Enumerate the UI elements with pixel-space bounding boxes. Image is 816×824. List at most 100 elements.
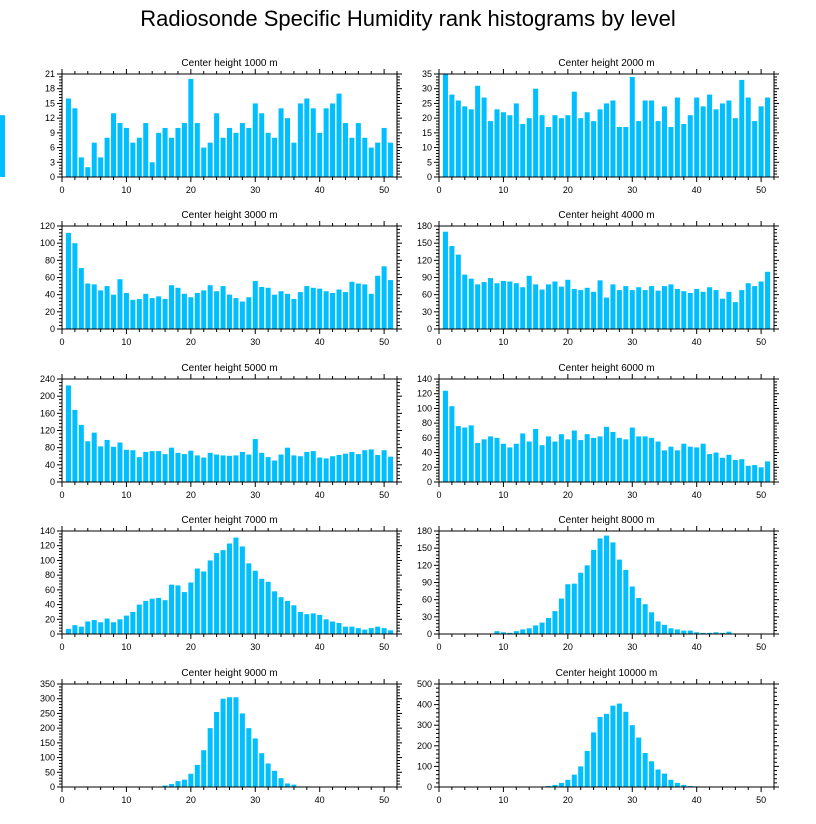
y-tick-label: 350 [40, 679, 55, 689]
histogram-bar [355, 283, 361, 329]
histogram-bar [226, 127, 233, 177]
histogram-bar [188, 297, 194, 329]
histogram-bar [388, 456, 394, 482]
y-tick-label: 6 [50, 143, 55, 153]
histogram-bar [713, 452, 719, 482]
histogram-bar [98, 446, 104, 482]
histogram-bar [520, 629, 526, 634]
histogram-bar [687, 630, 693, 634]
histogram-bar [739, 459, 745, 482]
histogram-bar [546, 126, 552, 177]
histogram-bar [500, 632, 506, 634]
histogram-bar [149, 298, 155, 329]
histogram-bar [552, 281, 558, 329]
histogram-bar [226, 697, 233, 787]
histogram-bar [330, 456, 336, 482]
histogram-bar [494, 631, 500, 634]
histogram-bar [388, 630, 394, 634]
histogram-bar [681, 630, 687, 634]
histogram-bar [349, 451, 355, 482]
panel: Center height 4000 m 0 10 20 30 40 50 0 30 60 90 12… [417, 210, 779, 347]
histogram-bar [546, 284, 552, 329]
histogram-bar [507, 115, 513, 177]
histogram-bar [629, 427, 635, 482]
histogram-bar [246, 563, 252, 634]
histogram-bar [156, 451, 162, 482]
histogram-bar [719, 632, 725, 634]
histogram-bar [342, 292, 348, 329]
histogram-bar [323, 291, 329, 329]
x-tick-label: 0 [59, 795, 64, 805]
histogram-bar [591, 732, 597, 787]
histogram-bar [752, 286, 758, 329]
panel: Center height 6000 m 0 10 20 30 40 50 0 20 40 60 80… [417, 363, 779, 500]
histogram-bar [156, 132, 162, 177]
histogram-bar [278, 778, 284, 787]
histogram-bar [162, 454, 168, 482]
histogram-bar [500, 443, 506, 482]
y-tick-label: 0 [427, 324, 432, 334]
histogram-bar [149, 598, 155, 634]
y-tick-label: 140 [417, 374, 432, 384]
histogram-bar [136, 298, 142, 329]
histogram-bar [565, 115, 571, 177]
histogram-bar [291, 298, 297, 329]
histogram-bar [732, 459, 738, 482]
histogram-bar [201, 290, 207, 330]
histogram-bar [629, 290, 635, 329]
histogram-bar [481, 282, 487, 329]
histogram-bar [558, 286, 564, 329]
histogram-bar [104, 618, 110, 634]
histogram-bar [272, 770, 278, 787]
histogram-bar [584, 750, 590, 787]
histogram-bar [539, 445, 545, 482]
histogram-bar [188, 78, 194, 177]
histogram-bar [143, 293, 149, 329]
histogram-bar [603, 426, 610, 482]
histogram-bar [169, 784, 175, 787]
histogram-bar [117, 123, 123, 177]
histogram-bar [442, 231, 448, 329]
histogram-bar [130, 611, 136, 634]
y-tick-label: 120 [417, 560, 432, 570]
histogram-bar [72, 243, 78, 329]
x-tick-label: 20 [186, 642, 196, 652]
x-tick-label: 30 [250, 185, 260, 195]
x-tick-label: 50 [379, 642, 389, 652]
histogram-bar [533, 88, 539, 177]
histogram-bar [642, 753, 648, 787]
histogram-bar [520, 287, 526, 329]
histogram-bar [317, 288, 323, 329]
y-tick-label: 60 [45, 585, 55, 595]
x-tick-label: 20 [563, 642, 573, 652]
histogram-bar [642, 290, 648, 329]
histogram-bar [162, 298, 168, 329]
histogram-bar [226, 294, 233, 329]
histogram-bar [655, 290, 661, 329]
histogram-bar [552, 784, 558, 787]
x-tick-label: 30 [627, 185, 637, 195]
y-tick-label: 150 [417, 238, 432, 248]
histogram-bar [687, 115, 693, 177]
histogram-bar [362, 450, 368, 482]
y-tick-label: 0 [50, 477, 55, 487]
histogram-bar [565, 779, 571, 787]
histogram-bar [284, 293, 290, 329]
histogram-bar [220, 137, 226, 177]
histogram-bar [655, 621, 661, 634]
histogram-bar [381, 127, 387, 177]
x-tick-label: 50 [379, 337, 389, 347]
y-tick-label: 0 [427, 172, 432, 182]
x-tick-label: 50 [756, 642, 766, 652]
histogram-bar [442, 74, 448, 177]
histogram-bar [765, 97, 771, 177]
histogram-bar [629, 725, 635, 787]
histogram-bar [265, 457, 271, 482]
histogram-bar [91, 432, 97, 482]
histogram-bar [272, 137, 278, 177]
y-tick-label: 30 [422, 84, 432, 94]
panel: Center height 7000 m 0 10 20 30 40 50 0 20 40 60 80… [40, 515, 402, 652]
histogram-bar [739, 79, 745, 177]
histogram-bar [207, 560, 213, 634]
y-tick-label: 35 [422, 69, 432, 79]
